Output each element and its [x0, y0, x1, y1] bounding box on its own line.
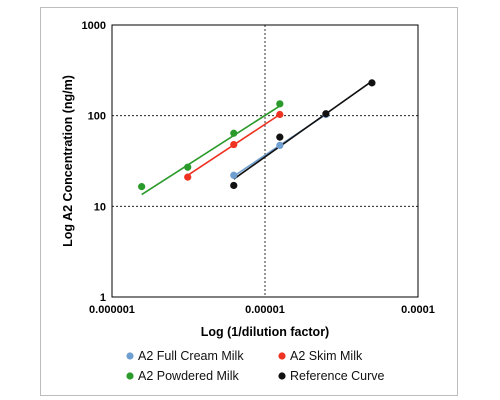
trendline-reference-curve — [233, 80, 373, 180]
tick-labels: 0.000001 0.00001 0.0001 1 10 100 1000 — [82, 20, 435, 316]
x-axis-title: Log (1/dilution factor) — [201, 325, 329, 339]
data-point-a2-powdered-milk — [230, 129, 238, 137]
data-point-a2-skim-milk — [184, 173, 192, 181]
legend-label: A2 Skim Milk — [290, 349, 363, 363]
data-point-a2-powdered-milk — [138, 183, 146, 191]
legend-label: Reference Curve — [290, 369, 385, 383]
legend-marker — [126, 372, 134, 380]
data-point-reference-curve — [322, 110, 330, 118]
data-point-a2-powdered-milk — [276, 100, 284, 108]
x-tick-label: 0.00001 — [245, 304, 285, 316]
data-point-a2-skim-milk — [230, 140, 238, 149]
y-tick-label: 100 — [88, 111, 106, 123]
y-tick-label: 1 — [100, 292, 106, 304]
legend-marker — [278, 352, 286, 360]
trendline-a2-powdered-milk — [141, 105, 281, 196]
data-point-a2-skim-milk — [276, 110, 284, 119]
data-point-reference-curve — [230, 181, 238, 190]
x-tick-label: 0.000001 — [89, 304, 135, 316]
data-point-a2-powdered-milk — [184, 163, 192, 171]
legend-label: A2 Powdered Milk — [138, 369, 239, 383]
x-tick-label: 0.0001 — [401, 304, 435, 316]
legend-label: A2 Full Cream Milk — [138, 349, 244, 363]
legend-marker — [278, 372, 286, 380]
data-point-reference-curve — [368, 79, 376, 87]
legend: A2 Full Cream Milk A2 Skim Milk A2 Powdere… — [126, 349, 385, 383]
data-points — [138, 79, 376, 191]
grid-lines — [112, 25, 418, 297]
y-tick-label: 10 — [94, 201, 106, 213]
data-point-a2-full-cream-milk — [276, 141, 284, 149]
y-tick-label: 1000 — [82, 20, 106, 32]
y-axis-title: Log A2 Concentration (ng/m) — [61, 75, 75, 247]
chart-frame — [40, 7, 458, 396]
data-point-reference-curve — [276, 133, 284, 141]
data-point-a2-full-cream-milk — [230, 171, 238, 179]
legend-marker — [126, 352, 134, 360]
trendlines — [141, 80, 373, 196]
plot-area — [111, 24, 419, 298]
